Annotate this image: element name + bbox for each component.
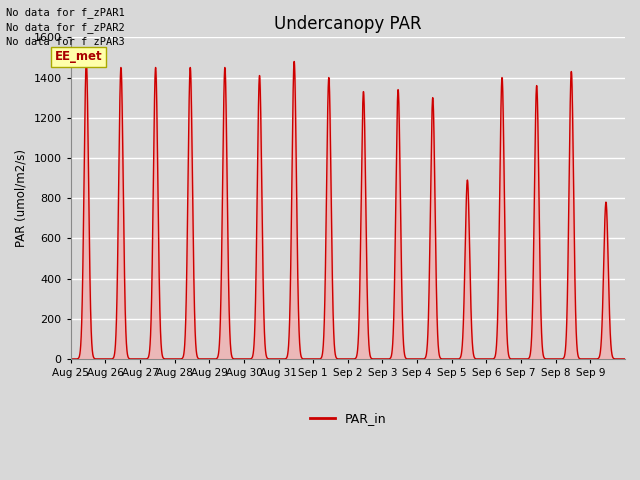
Y-axis label: PAR (umol/m2/s): PAR (umol/m2/s) bbox=[15, 149, 28, 247]
Title: Undercanopy PAR: Undercanopy PAR bbox=[274, 15, 422, 33]
Text: EE_met: EE_met bbox=[54, 50, 102, 63]
Text: No data for f_zPAR2: No data for f_zPAR2 bbox=[6, 22, 125, 33]
Legend: PAR_in: PAR_in bbox=[305, 407, 391, 430]
Text: No data for f_zPAR1: No data for f_zPAR1 bbox=[6, 7, 125, 18]
Text: No data for f_zPAR3: No data for f_zPAR3 bbox=[6, 36, 125, 47]
